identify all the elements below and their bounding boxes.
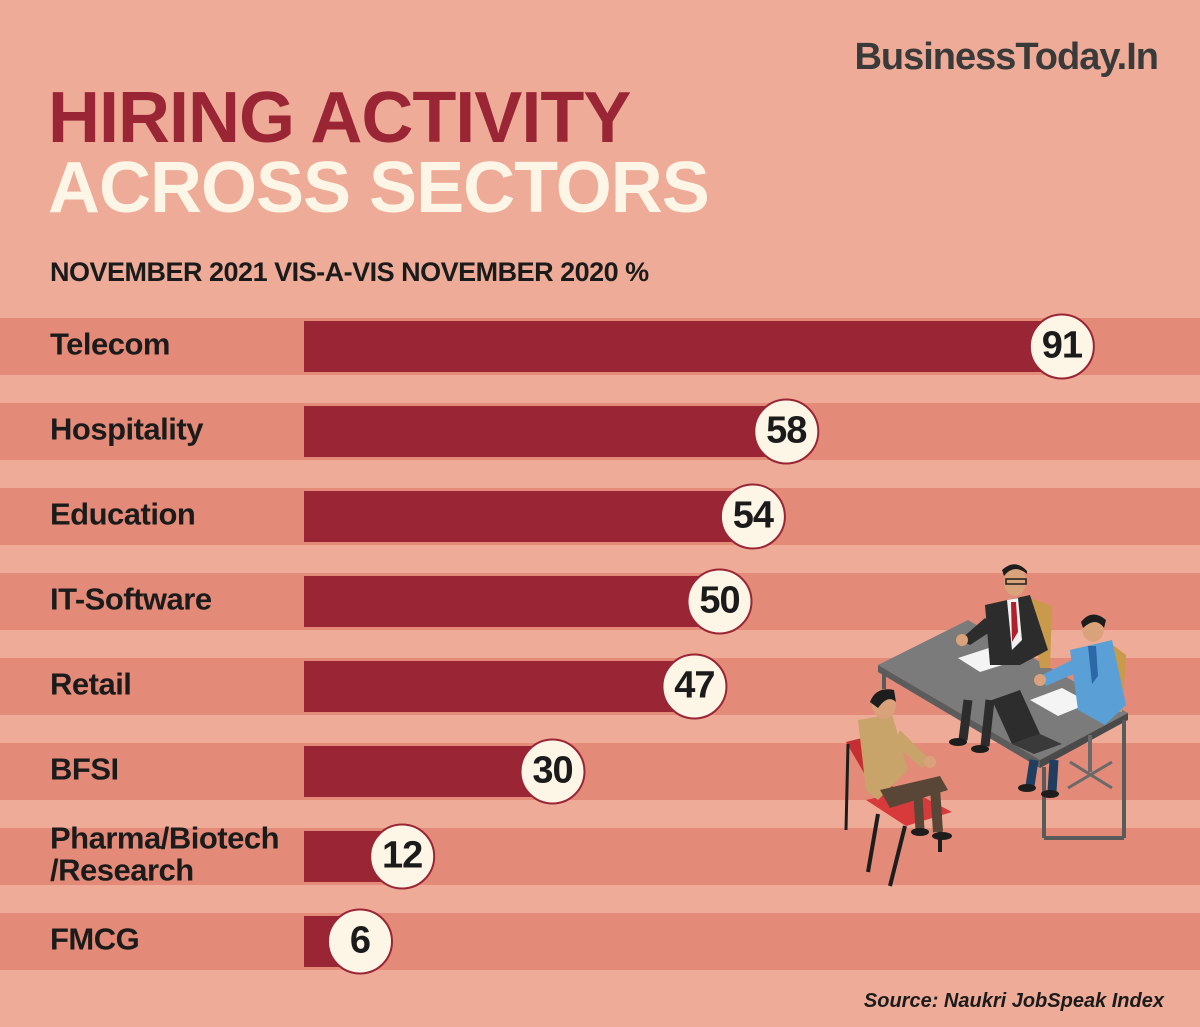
- category-label: FMCG: [50, 922, 139, 957]
- bar: [304, 576, 722, 627]
- value-label: 50: [699, 580, 739, 622]
- category-label: Retail: [50, 667, 131, 702]
- value-badge: [327, 908, 393, 975]
- value-label: 91: [1042, 325, 1083, 367]
- category-label: Education: [50, 497, 195, 532]
- value-label: 30: [532, 750, 572, 792]
- bar: [304, 406, 789, 457]
- row-stripe: [0, 743, 1200, 800]
- category-label: Hospitality: [50, 412, 204, 447]
- category-label: Telecom: [50, 327, 170, 362]
- value-badge: [1028, 313, 1095, 380]
- bars: [304, 321, 1064, 967]
- category-label: Pharma/Biotech: [50, 821, 279, 856]
- value-badge: [753, 398, 820, 465]
- chart-subtitle: NOVEMBER 2021 VIS-A-VIS NOVEMBER 2020 %: [50, 257, 649, 287]
- bar: [304, 321, 1064, 372]
- value-badge: [661, 653, 728, 720]
- value-label: 47: [674, 665, 714, 707]
- bar: [304, 746, 555, 797]
- value-badge: [519, 738, 586, 805]
- title-line-2: ACROSS SECTORS: [48, 148, 710, 228]
- value-badge: [719, 483, 786, 550]
- data-labels: 91 58 54 50 47 30 12 6: [327, 313, 1095, 975]
- bar: [304, 491, 755, 542]
- value-label: 12: [382, 835, 422, 877]
- row-stripe: [0, 828, 1200, 885]
- value-label: 58: [766, 410, 806, 452]
- category-labels: Telecom Hospitality Education IT-Software Re…: [50, 327, 280, 957]
- interview-illustration: [844, 564, 1128, 887]
- category-label: IT-Software: [50, 582, 212, 617]
- value-badge: [686, 568, 753, 635]
- brand-logo: BusinessToday.In: [854, 36, 1159, 78]
- value-badge: [369, 823, 436, 890]
- source-note: Source: Naukri JobSpeak Index: [863, 990, 1164, 1012]
- value-label: 54: [733, 495, 774, 537]
- category-label: BFSI: [50, 752, 119, 787]
- title-line-1: HIRING ACTIVITY: [48, 78, 631, 158]
- value-label: 6: [350, 920, 370, 962]
- row-stripe: [0, 913, 1200, 970]
- category-label: /Research: [50, 853, 194, 888]
- bar: [304, 661, 697, 712]
